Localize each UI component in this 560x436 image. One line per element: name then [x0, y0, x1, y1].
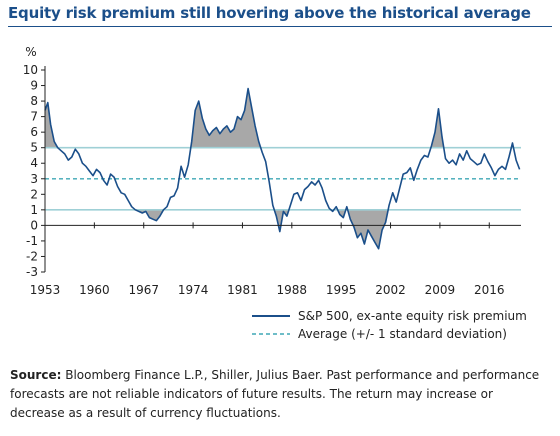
y-tick-label: 10	[23, 63, 38, 77]
x-tick-label: 1974	[178, 283, 209, 297]
y-tick-label: 6	[30, 125, 38, 139]
y-tick-label: -2	[26, 249, 38, 263]
y-tick-label: 7	[30, 110, 38, 124]
y-tick-label: 4	[30, 156, 38, 170]
y-axis-unit: %	[25, 45, 36, 59]
x-tick-label: 1960	[79, 283, 110, 297]
source-label: Source:	[10, 368, 62, 382]
y-tick-label: 0	[30, 218, 38, 232]
x-tick-label: 1953	[30, 283, 61, 297]
chart: -3 -2-1 01 23 45 67 89 10% 1953 1960 1967 1974 1981 1…	[23, 45, 527, 341]
title-divider	[8, 26, 552, 27]
x-tick-label: 2016	[474, 283, 505, 297]
shade-below-band	[45, 209, 520, 249]
legend-label-series: S&P 500, ex-ante equity risk premium	[298, 309, 527, 323]
source-note: Source: Bloomberg Finance L.P., Shiller,…	[10, 366, 550, 423]
x-tick-label: 2009	[425, 283, 456, 297]
x-tick-label: 2002	[375, 283, 406, 297]
y-tick-label: 5	[30, 141, 38, 155]
source-text: Bloomberg Finance L.P., Shiller, Julius …	[10, 368, 540, 420]
chart-title: Equity risk premium still hovering above…	[8, 4, 531, 22]
y-tick-label: -1	[26, 234, 38, 248]
y-tick-label: 9	[30, 79, 38, 93]
shade-above-band	[45, 88, 520, 148]
x-tick-label: 1981	[227, 283, 258, 297]
erp-series-line	[44, 87, 521, 250]
x-tick-label: 1967	[128, 283, 159, 297]
y-tick-label: -3	[26, 265, 38, 279]
y-tick-label: 3	[30, 172, 38, 186]
y-tick-label: 8	[30, 94, 38, 108]
y-tick-label: 1	[30, 203, 38, 217]
y-tick-label: 2	[30, 187, 38, 201]
x-tick-label: 1988	[277, 283, 308, 297]
legend-label-average: Average (+/- 1 standard deviation)	[298, 327, 507, 341]
x-tick-label: 1995	[326, 283, 357, 297]
